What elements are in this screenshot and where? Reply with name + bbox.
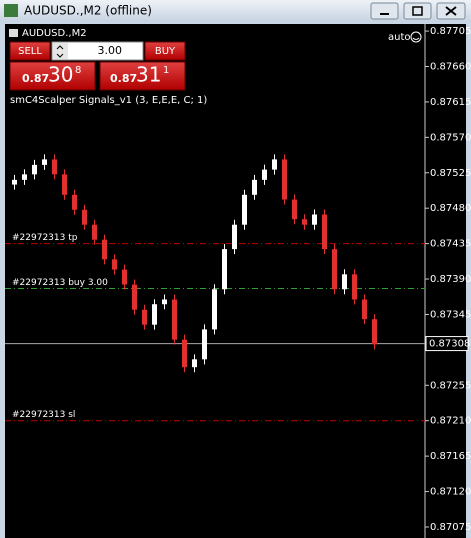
buy-button[interactable] (144, 41, 186, 61)
close-icon (445, 6, 457, 16)
candle-body (352, 274, 357, 300)
order-label: #22972313 tp (12, 233, 78, 243)
candle-body (132, 284, 137, 310)
candle-body (212, 289, 217, 330)
candle-body (112, 259, 117, 270)
candle-body (62, 174, 67, 195)
bid-big: 30 (48, 63, 73, 87)
candle-body (152, 304, 157, 325)
smiley (410, 31, 422, 43)
candle-body (272, 159, 277, 170)
order-label: #22972313 buy 3.00 (12, 278, 108, 288)
chart-icon (9, 29, 18, 37)
trade-panel: SELL 3.00 BUY 0.87 30 8 0.87 31 1 (9, 41, 186, 91)
app-icon (4, 4, 18, 17)
candle-body (172, 299, 177, 340)
candle-body (292, 199, 297, 220)
smiley-mouth (412, 37, 420, 40)
y-tick-label: 0.87660 (430, 62, 471, 73)
ask-box[interactable] (99, 61, 186, 91)
candle-body (72, 194, 77, 210)
candle-body (52, 159, 57, 175)
y-tick-label: 0.87255 (430, 380, 471, 391)
minimize-button[interactable] (370, 2, 399, 20)
bid-small: 8 (75, 65, 81, 76)
buy-label: BUY (155, 46, 176, 57)
candle-body (142, 309, 147, 325)
spinner-arrows (56, 45, 64, 58)
candle-body (12, 179, 17, 185)
candle-body (162, 299, 167, 305)
candle-body (82, 209, 87, 225)
maximize-button[interactable] (403, 2, 432, 20)
y-tick-label: 0.87525 (430, 168, 471, 179)
candle-body (372, 319, 377, 345)
candle-body (242, 194, 247, 225)
candle-body (22, 174, 27, 180)
candle-body (232, 224, 237, 250)
candle-body (92, 224, 97, 240)
candle-body (262, 169, 267, 180)
candle-body (282, 159, 287, 200)
candle-body (42, 159, 47, 165)
y-tick-label: 0.87345 (430, 309, 471, 320)
auto-label: auto (388, 32, 411, 43)
y-tick-label: 0.87075 (430, 522, 471, 533)
candle-body (332, 249, 337, 290)
candle-body (32, 164, 37, 175)
volume-field[interactable] (51, 41, 144, 61)
y-tick-label: 0.87120 (430, 487, 471, 498)
plot: 0.87705 0.87660 0.87615 0.87570 0.87525 0.874… (5, 26, 471, 533)
y-tick-label: 0.87615 (430, 97, 471, 108)
candle-body (302, 219, 307, 225)
candle-body (312, 214, 317, 225)
candle-body (322, 214, 327, 250)
candle-body (202, 329, 207, 360)
title-bar (0, 0, 471, 22)
y-tick-label: 0.87480 (430, 203, 471, 214)
bid-prefix: 0.87 (22, 72, 49, 85)
volume-value: 3.00 (98, 44, 123, 57)
y-tick-label: 0.87435 (430, 239, 471, 250)
order-label: #22972313 sl (12, 410, 75, 420)
candle-body (342, 274, 347, 290)
ask-big: 31 (136, 63, 161, 87)
candle-body (362, 299, 367, 320)
window-buttons (370, 2, 466, 20)
candle-body (122, 269, 127, 285)
y-tick-label: 0.87165 (430, 451, 471, 462)
candle-body (182, 339, 187, 368)
candle-body (192, 359, 197, 368)
ask-prefix: 0.87 (110, 72, 137, 85)
y-tick-label: 0.87705 (430, 26, 471, 37)
sell-label: SELL (18, 46, 42, 57)
ask-small: 1 (163, 65, 169, 76)
candle-body (222, 249, 227, 290)
candle-body (252, 179, 257, 195)
chart-label: AUDUSD.,M2 (22, 28, 87, 39)
maximize-icon (412, 6, 423, 16)
current-price-box (425, 336, 469, 352)
sell-button[interactable] (9, 41, 51, 61)
current-price-label: 0.87308 (429, 339, 470, 350)
indicator-label: smC4Scalper Signals_v1 (3, E,E,E, C; 1) (10, 95, 207, 106)
y-tick-label: 0.87210 (430, 416, 471, 427)
window-title: AUDUSD.,M2 (offline) (24, 4, 152, 18)
chart-area (5, 24, 466, 538)
candle-body (102, 239, 107, 260)
y-tick-label: 0.87390 (430, 274, 471, 285)
y-tick-label: 0.87570 (430, 132, 471, 143)
volume-spinner[interactable] (53, 43, 68, 59)
bid-box[interactable] (9, 61, 96, 91)
